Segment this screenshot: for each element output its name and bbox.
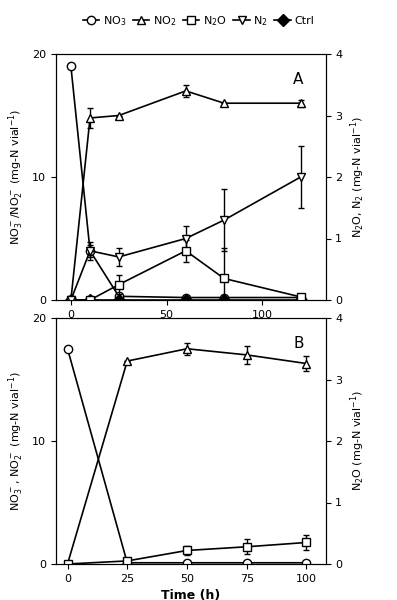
Legend: NO$_3$, NO$_2$, N$_2$O, N$_2$, Ctrl: NO$_3$, NO$_2$, N$_2$O, N$_2$, Ctrl <box>78 10 319 32</box>
Y-axis label: N$_2$O (mg-N vial$^{-1}$): N$_2$O (mg-N vial$^{-1}$) <box>348 391 366 491</box>
Text: A: A <box>293 71 304 86</box>
Y-axis label: N$_2$O, N$_2$ (mg-N vial$^{-1}$): N$_2$O, N$_2$ (mg-N vial$^{-1}$) <box>348 116 366 238</box>
Text: B: B <box>293 335 304 350</box>
X-axis label: Time (h): Time (h) <box>161 589 220 600</box>
Y-axis label: NO$_3^-$, NO$_2^-$ (mg-N vial$^{-1}$): NO$_3^-$, NO$_2^-$ (mg-N vial$^{-1}$) <box>7 371 26 511</box>
Y-axis label: NO$_3^-$/NO$_2^-$ (mg-N vial$^{-1}$): NO$_3^-$/NO$_2^-$ (mg-N vial$^{-1}$) <box>7 109 26 245</box>
